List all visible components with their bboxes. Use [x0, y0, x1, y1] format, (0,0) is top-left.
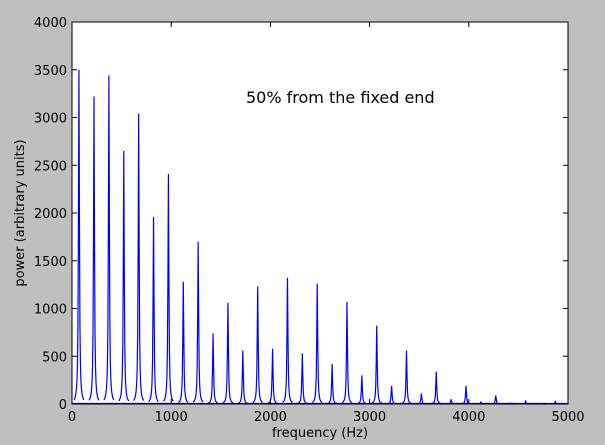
spectrum-peak-7	[162, 173, 174, 402]
spectrum-peak-21	[371, 325, 382, 404]
spectrum-peak-16	[297, 353, 308, 404]
spectrum-series	[72, 69, 568, 405]
x-tick-label-4000: 4000	[452, 410, 485, 425]
x-axis: 0 1000 2000 3000 4000 5000	[68, 22, 585, 425]
spectrum-peak-8	[177, 281, 189, 404]
spectrum-peak-13	[252, 286, 264, 404]
y-tick-label-3000: 3000	[34, 112, 67, 127]
y-tick-label-3500: 3500	[34, 64, 67, 79]
spectrum-peak-10	[207, 333, 219, 404]
y-tick-label-500: 500	[42, 350, 67, 365]
spectrum-peak-9	[192, 241, 204, 403]
y-tick-label-2000: 2000	[34, 207, 67, 222]
spectrum-peak-1	[73, 69, 85, 401]
plot-area	[72, 22, 568, 404]
y-tick-label-1500: 1500	[34, 255, 67, 270]
x-tick-label-0: 0	[68, 410, 76, 425]
spectrum-peak-12	[237, 350, 248, 404]
spectrum-peak-5	[133, 113, 145, 401]
spectrum-peak-11	[222, 302, 234, 404]
x-axis-label: frequency (Hz)	[272, 426, 368, 441]
spectrum-peak-23	[401, 350, 412, 404]
spectrum-peak-19	[341, 301, 353, 404]
spectrum-peak-15	[282, 277, 293, 403]
y-axis-label: power (arbitrary units)	[13, 139, 28, 286]
y-axis: 0 500 1000 1500 2000 2500 3000 3500 4000	[34, 16, 568, 413]
y-tick-label-1000: 1000	[34, 303, 67, 318]
x-tick-label-5000: 5000	[551, 410, 584, 425]
x-tick-label-3000: 3000	[353, 410, 386, 425]
spectrum-peak-6	[148, 216, 159, 403]
y-tick-label-2500: 2500	[34, 159, 67, 174]
spectrum-peak-3	[103, 75, 115, 401]
spectrum-peak-17	[311, 283, 323, 404]
spectrum-peak-2	[88, 96, 100, 401]
y-tick-label-0: 0	[59, 398, 67, 413]
x-tick-label-1000: 1000	[155, 410, 188, 425]
y-tick-label-4000: 4000	[34, 16, 67, 31]
annotation-text: 50% from the fixed end	[246, 88, 435, 107]
x-tick-label-2000: 2000	[254, 410, 287, 425]
spectrum-peak-4	[118, 150, 130, 402]
spectrum-peak-14	[267, 348, 278, 404]
